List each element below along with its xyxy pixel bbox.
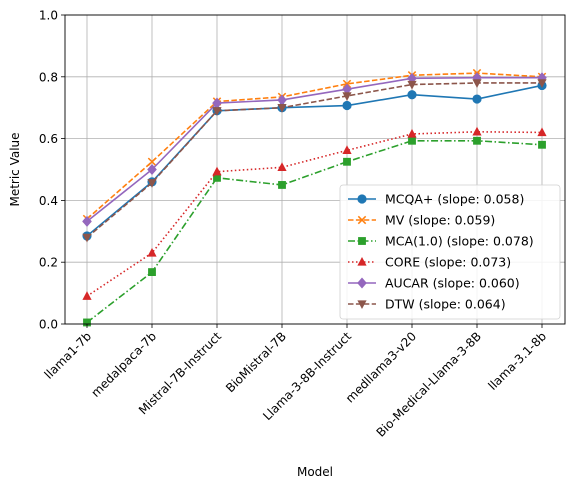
series-line xyxy=(86,131,543,297)
data-point xyxy=(537,127,547,137)
data-point xyxy=(342,92,352,102)
legend-label: DTW (slope: 0.064) xyxy=(385,297,506,312)
data-point xyxy=(82,291,92,300)
legend-item: DTW (slope: 0.064) xyxy=(348,297,506,312)
data-point xyxy=(212,107,222,116)
x-tick-label: llama1-7b xyxy=(42,329,95,382)
data-point xyxy=(473,136,481,145)
y-tick-label: 0.4 xyxy=(39,194,58,208)
series-line xyxy=(86,139,543,324)
data-point xyxy=(148,268,156,276)
data-point xyxy=(82,233,92,243)
marker-stroke xyxy=(147,157,157,166)
legend: MCQA+ (slope: 0.058) MV (slope: 0.059) MCA… xyxy=(339,184,561,320)
data-point xyxy=(277,162,287,172)
series-5 xyxy=(82,79,547,243)
legend-marker xyxy=(357,194,367,204)
data-point xyxy=(537,79,547,89)
legend-marker xyxy=(357,300,367,310)
legend-label: MCA(1.0) (slope: 0.078) xyxy=(385,234,534,249)
data-point xyxy=(277,94,287,106)
y-tick-label: 0.0 xyxy=(39,318,58,332)
x-tick-label: BioMistral-7B xyxy=(223,329,289,395)
legend-item: MV (slope: 0.059) xyxy=(348,213,495,228)
y-tick-label: 1.0 xyxy=(39,9,58,23)
legend-marker xyxy=(357,277,367,289)
legend-item: CORE (slope: 0.073) xyxy=(348,255,511,270)
data-point xyxy=(407,128,417,138)
legend-marker xyxy=(357,256,367,266)
data-point xyxy=(472,79,482,89)
plot-frame xyxy=(64,14,566,325)
legend-label: CORE (slope: 0.073) xyxy=(385,255,511,270)
data-point xyxy=(212,166,222,176)
data-point xyxy=(278,181,286,189)
data-point xyxy=(147,247,157,257)
data-point xyxy=(147,157,157,166)
y-tick-label: 0.6 xyxy=(39,132,58,146)
data-point xyxy=(472,94,482,104)
data-point xyxy=(82,215,92,227)
data-point xyxy=(213,173,221,182)
x-axis-label: Model xyxy=(297,465,333,479)
x-tick-label: Bio-Medical-Llama-3-8B xyxy=(374,329,485,440)
legend-label: MV (slope: 0.059) xyxy=(385,213,495,228)
y-tick-label: 0.8 xyxy=(39,70,58,84)
series-line xyxy=(86,82,542,239)
legend-marker xyxy=(358,237,366,245)
marker-stroke xyxy=(357,215,367,225)
data-point xyxy=(342,100,352,111)
data-point xyxy=(472,126,482,136)
data-point xyxy=(342,145,352,155)
legend-item: MCA(1.0) (slope: 0.078) xyxy=(348,234,534,249)
data-point xyxy=(343,157,351,166)
legend-label: MCQA+ (slope: 0.058) xyxy=(385,192,524,207)
data-point xyxy=(537,72,547,84)
legend-item: MCQA+ (slope: 0.058) xyxy=(348,192,524,207)
data-point xyxy=(342,83,352,95)
x-tick-label: llama-3.1-8b xyxy=(485,329,549,393)
legend-marker xyxy=(357,215,367,225)
legend-box xyxy=(339,184,561,320)
y-axis-label: Metric Value xyxy=(8,132,22,206)
x-tick-label: medllama3-v20 xyxy=(343,329,419,405)
x-tick-label: medalpaca-7b xyxy=(88,329,159,400)
y-tick-label: 0.2 xyxy=(39,256,58,270)
series-line xyxy=(86,72,543,220)
data-point xyxy=(408,136,416,145)
data-point xyxy=(83,318,91,327)
series-line xyxy=(86,84,543,237)
data-point xyxy=(538,140,546,149)
series-3 xyxy=(82,126,547,300)
data-point xyxy=(147,163,157,176)
data-point xyxy=(277,104,287,113)
data-point xyxy=(147,179,157,188)
legend-label: AUCAR (slope: 0.060) xyxy=(385,276,520,291)
series-2 xyxy=(83,136,546,327)
legend-item: AUCAR (slope: 0.060) xyxy=(348,276,520,291)
series-group xyxy=(82,68,547,327)
data-point xyxy=(407,80,417,90)
data-point xyxy=(407,90,417,100)
data-point xyxy=(212,97,222,109)
series-line xyxy=(86,76,542,223)
